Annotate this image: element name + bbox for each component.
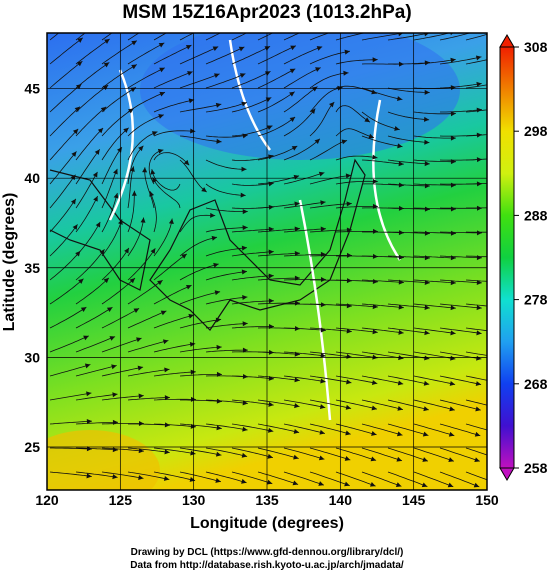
x-tick-label: 140 <box>329 492 353 508</box>
x-tick-label: 135 <box>255 492 279 508</box>
colorbar-tick-label: 308 <box>524 39 548 55</box>
streamline-arrow <box>529 179 534 184</box>
streamline-arrow <box>526 26 532 31</box>
streamline-arrow <box>395 508 401 513</box>
streamline-arrow <box>528 78 533 83</box>
streamline-arrow <box>77 14 82 19</box>
streamline-arrow <box>163 502 168 507</box>
streamline <box>440 496 479 512</box>
streamline-arrow <box>527 432 533 437</box>
streamline-arrow <box>86 500 91 505</box>
streamline-arrow <box>529 229 534 234</box>
streamline-arrow <box>526 483 532 488</box>
footer-line: Drawing by DCL (https://www.gfd-dennou.o… <box>131 547 404 558</box>
colorbar-tick-label: 258 <box>524 460 548 476</box>
streamline-arrow <box>529 254 534 259</box>
y-tick-label: 40 <box>24 170 40 186</box>
colorbar <box>500 47 514 468</box>
streamline-arrow <box>215 504 221 509</box>
y-axis-label: Latitude (degrees) <box>1 193 18 332</box>
x-tick-label: 150 <box>475 492 499 508</box>
streamline-arrow <box>240 505 246 510</box>
streamline-arrow <box>447 508 453 513</box>
streamline-arrow <box>473 508 479 513</box>
x-axis-label: Longitude (degrees) <box>190 515 344 532</box>
y-tick-label: 30 <box>24 349 40 365</box>
streamline-arrow <box>317 23 323 28</box>
streamline-arrow <box>369 507 375 512</box>
x-tick-label: 145 <box>402 492 426 508</box>
colorbar-min-arrow <box>500 468 514 480</box>
streamline-arrow <box>528 355 533 360</box>
y-tick-label: 35 <box>24 260 40 276</box>
streamline-arrow <box>528 330 533 335</box>
colorbar-tick-label: 268 <box>524 376 548 392</box>
footer-line: Data from http://database.rish.kyoto-u.a… <box>130 560 404 571</box>
streamline-arrow <box>525 508 531 513</box>
cold-region <box>140 20 460 160</box>
streamline-arrow <box>528 154 533 159</box>
y-tick-label: 45 <box>24 81 40 97</box>
colorbar-max-arrow <box>500 35 514 47</box>
streamline-arrow <box>292 506 298 511</box>
x-tick-label: 120 <box>35 492 59 508</box>
streamline-arrow <box>137 502 142 507</box>
streamline <box>128 496 169 506</box>
streamline-arrow <box>104 15 110 20</box>
streamline <box>206 496 246 509</box>
streamline <box>362 496 401 512</box>
title: MSM 15Z16Apr2023 (1013.2hPa) <box>122 2 411 23</box>
streamline-arrow <box>500 483 506 488</box>
colorbar-tick-label: 298 <box>524 123 548 139</box>
y-tick-label: 25 <box>24 439 40 455</box>
streamline-arrow <box>318 507 324 512</box>
streamline <box>284 496 323 511</box>
streamline-arrow <box>528 103 533 108</box>
x-tick-label: 125 <box>109 492 133 508</box>
streamline-arrow <box>421 508 427 513</box>
colorbar-tick-label: 288 <box>524 207 548 223</box>
x-tick-label: 130 <box>182 492 206 508</box>
streamline-arrow <box>344 25 349 30</box>
streamline-arrow <box>501 27 507 32</box>
streamline-arrow <box>527 406 532 411</box>
colorbar-tick-label: 278 <box>524 292 548 308</box>
streamline-arrow <box>499 508 505 513</box>
streamline-arrow <box>529 279 534 284</box>
